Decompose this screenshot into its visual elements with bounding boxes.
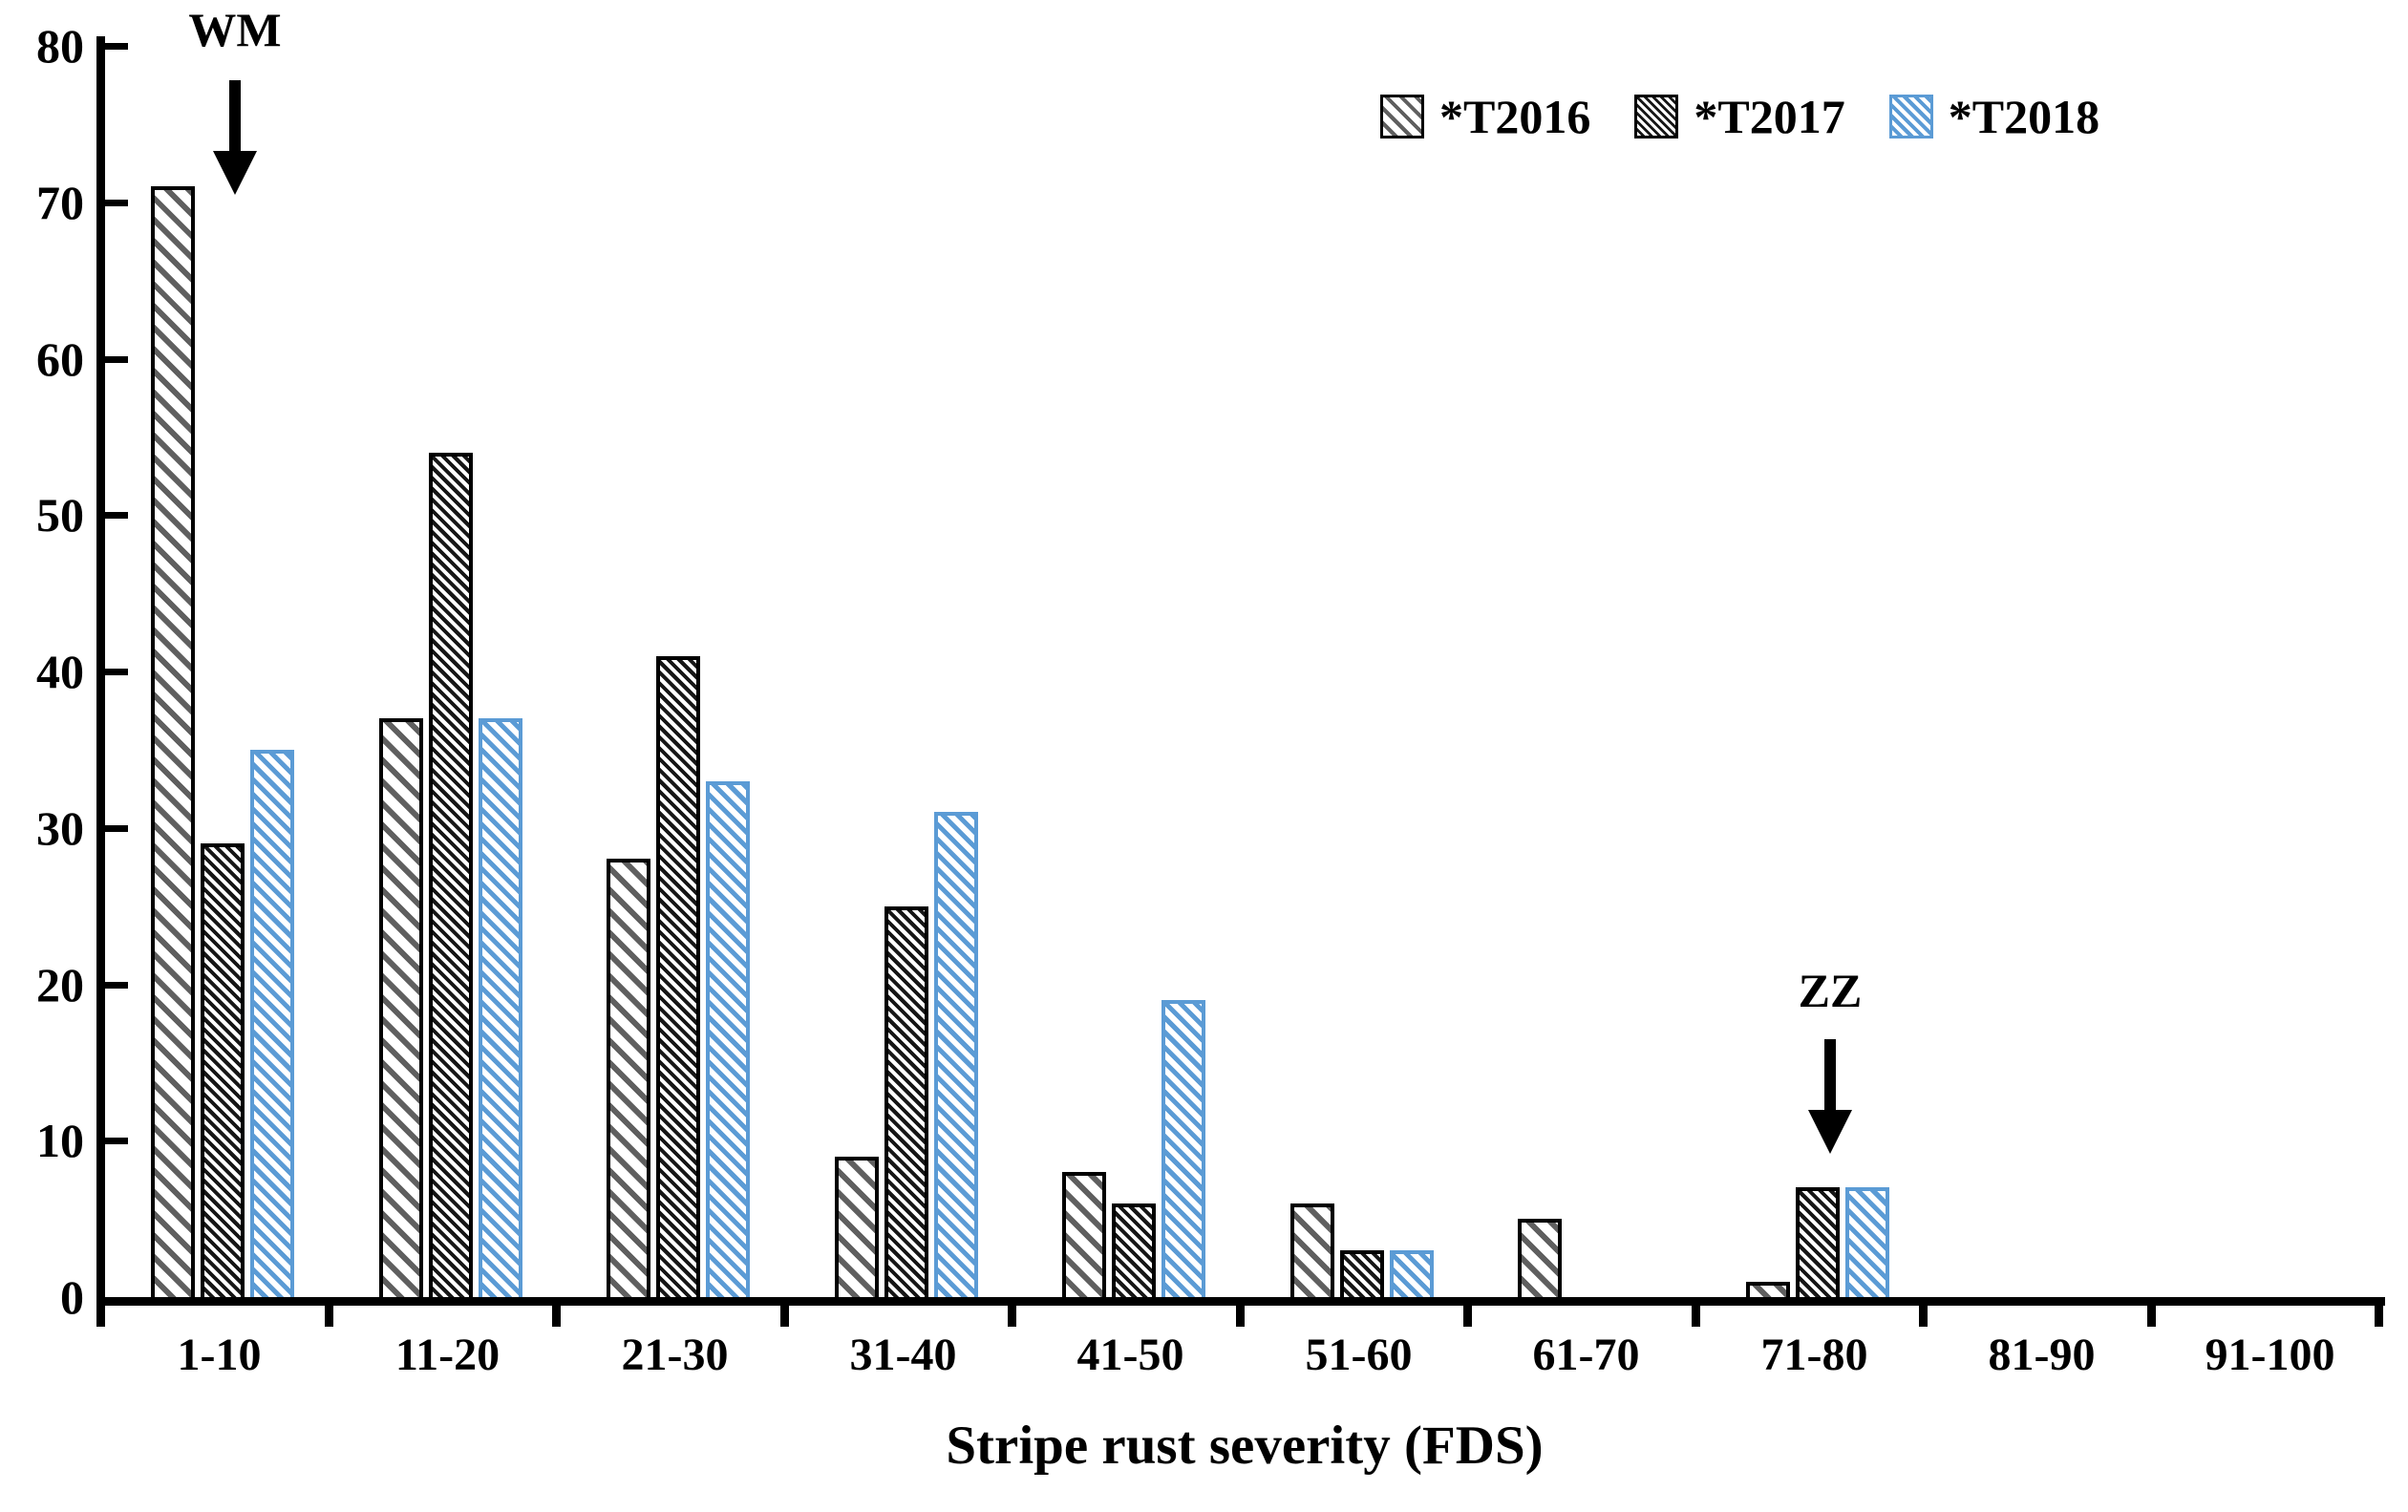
x-axis-tick-label: 21-30 [621,1330,729,1380]
y-axis-tick-label: 0 [60,1270,84,1324]
bar-T2016-1-10 [151,186,195,1297]
bar-T2017-21-30 [656,656,700,1297]
x-axis-tick [1008,1297,1016,1327]
y-axis-tick [105,669,128,675]
legend-item-T2018: *T2018 [1888,90,2100,143]
y-axis-tick [105,199,128,206]
y-axis-tick [105,1138,128,1145]
bar-T2017-41-50 [1112,1203,1156,1297]
bar-T2016-21-30 [607,859,650,1297]
y-axis-tick [105,824,128,832]
y-axis-tick [105,43,128,50]
y-axis-line [96,36,105,1314]
x-axis-tick [552,1297,561,1327]
down-arrow-icon [213,151,257,195]
y-axis-tick-label: 50 [36,488,84,543]
x-axis-tick-label: 11-20 [394,1330,501,1380]
bar-T2018-51-60 [1390,1250,1434,1297]
bar-T2017-31-40 [884,906,928,1297]
bar-T2016-41-50 [1062,1172,1106,1297]
x-axis-tick-label: 31-40 [849,1330,957,1380]
down-arrow-icon [1824,1039,1836,1110]
down-arrow-icon [1808,1110,1852,1154]
bar-T2018-31-40 [934,812,978,1297]
y-axis-tick-label: 70 [36,175,84,229]
x-axis-tick-label: 1-10 [177,1330,262,1380]
x-axis-title: Stripe rust severity (FDS) [946,1416,1544,1476]
legend-marker-icon [1634,95,1679,138]
x-axis-tick [2147,1297,2156,1327]
bar-T2017-71-80 [1796,1187,1840,1297]
x-axis-tick-label: 71-80 [1760,1330,1868,1380]
x-axis-tick [96,1297,105,1327]
y-axis-tick-label: 10 [36,1114,84,1168]
annotation-label-ZZ: ZZ [1798,964,1863,1017]
y-axis-tick-label: 20 [36,957,84,1012]
x-axis-tick [1463,1297,1472,1327]
legend-marker-icon [1888,95,1933,138]
y-axis-tick-label: 30 [36,800,84,855]
legend-item-T2016: *T2016 [1380,92,1590,141]
bar-T2016-31-40 [835,1157,879,1297]
down-arrow-icon [229,80,241,151]
bar-T2018-21-30 [706,781,750,1297]
legend-label: *T2017 [1694,90,1845,143]
bar-T2016-51-60 [1290,1203,1334,1297]
bar-T2016-71-80 [1746,1282,1790,1297]
legend-label: *T2016 [1439,90,1591,143]
x-axis-tick-label: 61-70 [1532,1330,1640,1380]
x-axis-tick [1692,1297,1700,1327]
x-axis-tick [780,1297,789,1327]
y-axis-tick-label: 80 [36,19,84,73]
annotation-label-WM: WM [188,3,282,56]
y-axis-tick [105,512,128,520]
x-axis-tick-label: 41-50 [1076,1330,1184,1380]
x-axis-tick-label: 51-60 [1305,1330,1413,1380]
bar-T2018-11-20 [479,718,522,1297]
legend: *T2016 *T2017 *T2018 [1380,92,2099,141]
bar-T2016-11-20 [379,718,423,1297]
bar-T2017-51-60 [1340,1250,1384,1297]
y-axis-tick-label: 40 [36,645,84,698]
x-axis-tick [2375,1297,2383,1327]
x-axis-tick-label: 91-100 [2205,1330,2335,1380]
bar-T2017-1-10 [201,843,245,1297]
bar-T2018-71-80 [1845,1187,1889,1297]
bar-T2018-1-10 [250,750,294,1297]
x-axis-tick-label: 81-90 [1988,1330,2096,1380]
bar-T2017-11-20 [429,453,473,1297]
x-axis-tick [325,1297,333,1327]
legend-marker-icon [1380,95,1424,138]
bar-T2016-61-70 [1518,1219,1562,1297]
x-axis-tick [1236,1297,1245,1327]
y-axis-tick [105,981,128,989]
y-axis-tick-label: 60 [36,331,84,386]
bar-T2018-41-50 [1161,1000,1205,1297]
y-axis-tick [105,355,128,363]
legend-label: *T2018 [1948,90,2100,143]
legend-item-T2017: *T2017 [1634,90,1845,143]
x-axis-tick [1919,1297,1928,1327]
